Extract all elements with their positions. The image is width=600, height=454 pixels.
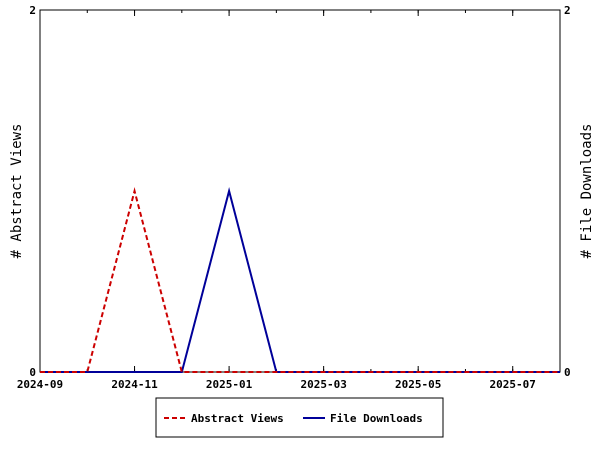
ticks-layer: 2024-09 2024-11 2025-01 2025-03 2025-05 2025-… [17,4,571,391]
x-tick-label: 2025-03 [300,378,346,391]
y-right-tick-label: 2 [564,4,571,17]
y-left-tick-label: 0 [29,366,36,379]
y-axis-title-left: # Abstract Views [9,124,25,259]
y-axis-title-right: # File Downloads [579,124,595,259]
y-right-tick-label: 0 [564,366,571,379]
legend-label-abstract-views: Abstract Views [191,412,284,425]
legend-box [155,397,444,438]
x-tick-label: 2025-01 [206,378,253,391]
x-tick-label: 2024-09 [17,378,63,391]
legend: Abstract Views File Downloads [155,397,444,438]
x-tick-label: 2024-11 [111,378,158,391]
plot-area [39,9,561,373]
series-line-abstract-views [40,187,560,373]
x-tick-label: 2025-07 [490,378,536,391]
legend-label-file-downloads: File Downloads [330,412,423,425]
y-left-tick-label: 2 [29,4,36,17]
series-layer [40,187,560,373]
x-tick-label: 2025-05 [395,378,441,391]
